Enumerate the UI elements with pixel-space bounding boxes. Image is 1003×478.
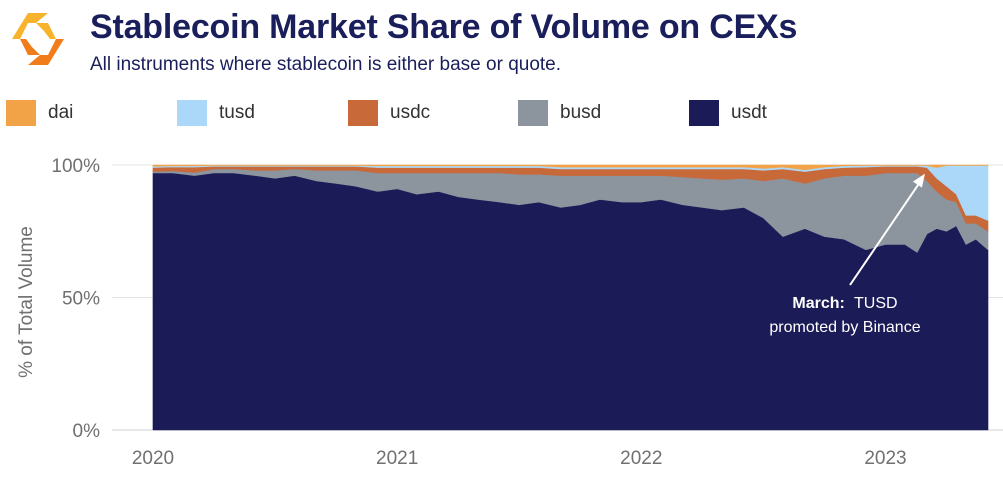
legend-label-dai: dai [48, 102, 74, 123]
chart-legend: dai tusd usdc busd usdt [0, 96, 1003, 130]
legend-swatch-usdt [689, 100, 719, 126]
x-tick-label: 2022 [620, 448, 662, 469]
annotation-line-2: promoted by Binance [769, 319, 920, 336]
x-tick-label: 2021 [376, 448, 418, 469]
y-tick-label: 50% [62, 289, 100, 310]
legend-swatch-usdc [348, 100, 378, 126]
annotation-arrow [849, 177, 924, 286]
logo-mid-segment-b [36, 23, 56, 39]
chart-areas [152, 164, 989, 431]
legend-item-tusd[interactable]: tusd [177, 96, 255, 130]
legend-label-tusd: tusd [219, 102, 255, 123]
annotation-text: TUSD [854, 295, 898, 312]
legend-swatch-tusd [177, 100, 207, 126]
y-axis-label: % of Total Volume [16, 226, 37, 378]
legend-item-usdc[interactable]: usdc [348, 96, 430, 130]
annotation-line-1: March: TUSD [792, 295, 897, 312]
page-subtitle: All instruments where stablecoin is eith… [90, 54, 562, 75]
legend-label-usdc: usdc [390, 102, 431, 123]
legend-swatch-dai [6, 100, 36, 126]
chart-annotation: March: TUSD promoted by Binance [769, 173, 925, 336]
logo-mid-segment-a [20, 39, 40, 55]
legend-item-usdt[interactable]: usdt [689, 96, 767, 130]
y-tick-label: 0% [73, 421, 101, 442]
x-tick-label: 2020 [132, 448, 174, 469]
chart-axes: % of Total Volume [16, 226, 37, 378]
stacked-area-chart: 0% 50% 100% 2020 2021 2022 2023 % of Total Vol… [16, 156, 1003, 469]
x-tick-label: 2023 [864, 448, 906, 469]
logo-light-segment [12, 13, 48, 39]
page-title: Stablecoin Market Share of Volume on CEX… [90, 8, 798, 46]
area-series-dai [152, 164, 989, 171]
y-tick-label: 100% [51, 156, 100, 177]
annotation-bold: March: [792, 295, 844, 312]
legend-label-busd: busd [560, 102, 602, 123]
kaiko-logo-icon [12, 13, 64, 65]
legend-label-usdt: usdt [731, 102, 767, 123]
legend-item-busd[interactable]: busd [518, 96, 601, 130]
logo-dark-segment [28, 39, 64, 65]
annotation-arrowhead [912, 173, 925, 188]
legend-item-dai[interactable]: dai [6, 96, 73, 130]
legend-swatch-busd [518, 100, 548, 126]
